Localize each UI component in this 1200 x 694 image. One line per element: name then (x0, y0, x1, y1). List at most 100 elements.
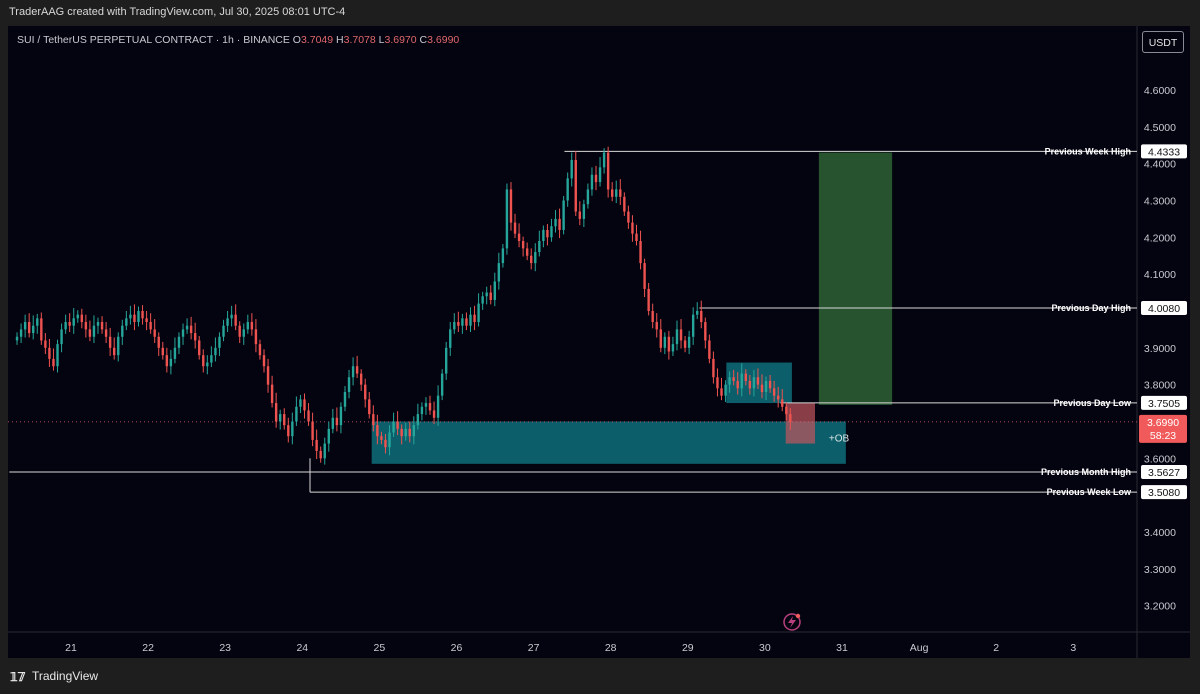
candle-body (412, 425, 416, 437)
high-label: H (336, 34, 344, 46)
candle-body (108, 336, 112, 348)
candle-body (311, 421, 314, 440)
symbol-name[interactable]: SUI / TetherUS PERPETUAL CONTRACT · 1h ·… (17, 34, 290, 46)
candle-body (64, 322, 67, 330)
candle-body (295, 406, 298, 422)
current-price-value: 3.6990 (1147, 417, 1179, 429)
candle-body (740, 373, 743, 389)
candle-body (712, 358, 715, 378)
candle-body (198, 340, 201, 356)
candle-body (473, 314, 476, 323)
candle-body (493, 281, 496, 300)
top-credit-bar: TraderAAG created with TradingView.com, … (0, 0, 1200, 26)
candle-body (428, 403, 432, 411)
candle-body (716, 377, 719, 389)
candle-body (566, 178, 569, 201)
candle-body (505, 189, 509, 249)
candle-body (554, 218, 557, 227)
candle-body (481, 296, 484, 304)
level-price-text: 3.7505 (1148, 398, 1180, 410)
candle-body (558, 218, 561, 230)
candle-body (756, 377, 760, 385)
candle-body (521, 241, 525, 249)
credit-text: TraderAAG created with TradingView.com, … (9, 6, 346, 18)
candle-body (177, 336, 181, 348)
candle-body (339, 406, 343, 426)
level-label: Previous Day High (1051, 303, 1131, 313)
candle-body (157, 336, 160, 348)
candle-body (659, 329, 662, 348)
symbol-legend: SUI / TetherUS PERPETUAL CONTRACT · 1h ·… (17, 34, 459, 46)
candle-body (327, 428, 330, 444)
candle-body (562, 200, 565, 230)
candle-body (513, 222, 517, 234)
candle-body (92, 325, 96, 337)
candle-body (274, 403, 278, 422)
candle-body (598, 167, 602, 183)
candle-body (291, 421, 294, 437)
candle-body (234, 314, 237, 326)
candle-body (169, 358, 173, 367)
candle-body (226, 318, 229, 326)
candle-body (76, 314, 79, 319)
candle-body (52, 358, 55, 367)
candle-body (485, 292, 488, 297)
candle-body (266, 366, 270, 385)
chart-panel[interactable] (8, 26, 1190, 658)
candle-body (708, 340, 711, 359)
candle-body (376, 425, 379, 437)
candle-body (477, 303, 480, 323)
candle-body (117, 336, 120, 356)
close-label: C (419, 34, 428, 46)
x-tick-label: 22 (142, 642, 154, 654)
candle-body (574, 159, 577, 212)
candle-body (489, 292, 492, 300)
candle-body (663, 336, 667, 348)
candle-body (497, 263, 501, 282)
candle-body (351, 366, 355, 378)
candle-body (129, 314, 132, 319)
candle-body (40, 318, 43, 341)
candle-body (461, 318, 464, 326)
x-tick-label: 3 (1070, 642, 1076, 654)
candle-body (36, 318, 39, 326)
candle-body (704, 322, 707, 341)
footer-brand[interactable]: TradingView (32, 669, 99, 683)
candle-body (525, 248, 529, 256)
candle-body (307, 410, 310, 422)
candle-body (768, 380, 772, 389)
candle-body (96, 322, 100, 326)
candle-body (590, 174, 594, 190)
candle-body (667, 336, 671, 352)
candle-body (72, 318, 75, 326)
candle-body (781, 399, 784, 407)
current-price-tag (1139, 414, 1187, 443)
candle-body (202, 355, 205, 367)
candle-body (331, 417, 335, 429)
candle-body (44, 340, 47, 348)
currency-button[interactable]: USDT (1142, 31, 1184, 53)
candle-body (84, 322, 88, 330)
candle-body (687, 336, 691, 348)
ob-zone-label: +OB (829, 434, 850, 445)
candle-body (789, 414, 792, 422)
candle-body (424, 403, 428, 407)
tradingview-logo-icon[interactable]: 𝟙𝟟 (10, 670, 26, 684)
candle-body (299, 399, 302, 407)
candle-body (137, 310, 140, 323)
candle-body (744, 373, 748, 381)
y-tick-label: 3.4000 (1144, 527, 1176, 539)
candle-body (647, 288, 650, 311)
candle-body (534, 252, 537, 264)
candle-body (303, 399, 306, 411)
candle-body (416, 414, 420, 426)
level-price-text: 4.0080 (1148, 303, 1180, 315)
candle-body (538, 241, 541, 253)
low-value: 3.6970 (384, 34, 417, 46)
candle-body (655, 322, 658, 330)
candle-body (440, 373, 444, 396)
candle-body (615, 189, 618, 197)
y-tick-label: 3.9000 (1144, 343, 1176, 355)
candle-body (364, 384, 367, 400)
